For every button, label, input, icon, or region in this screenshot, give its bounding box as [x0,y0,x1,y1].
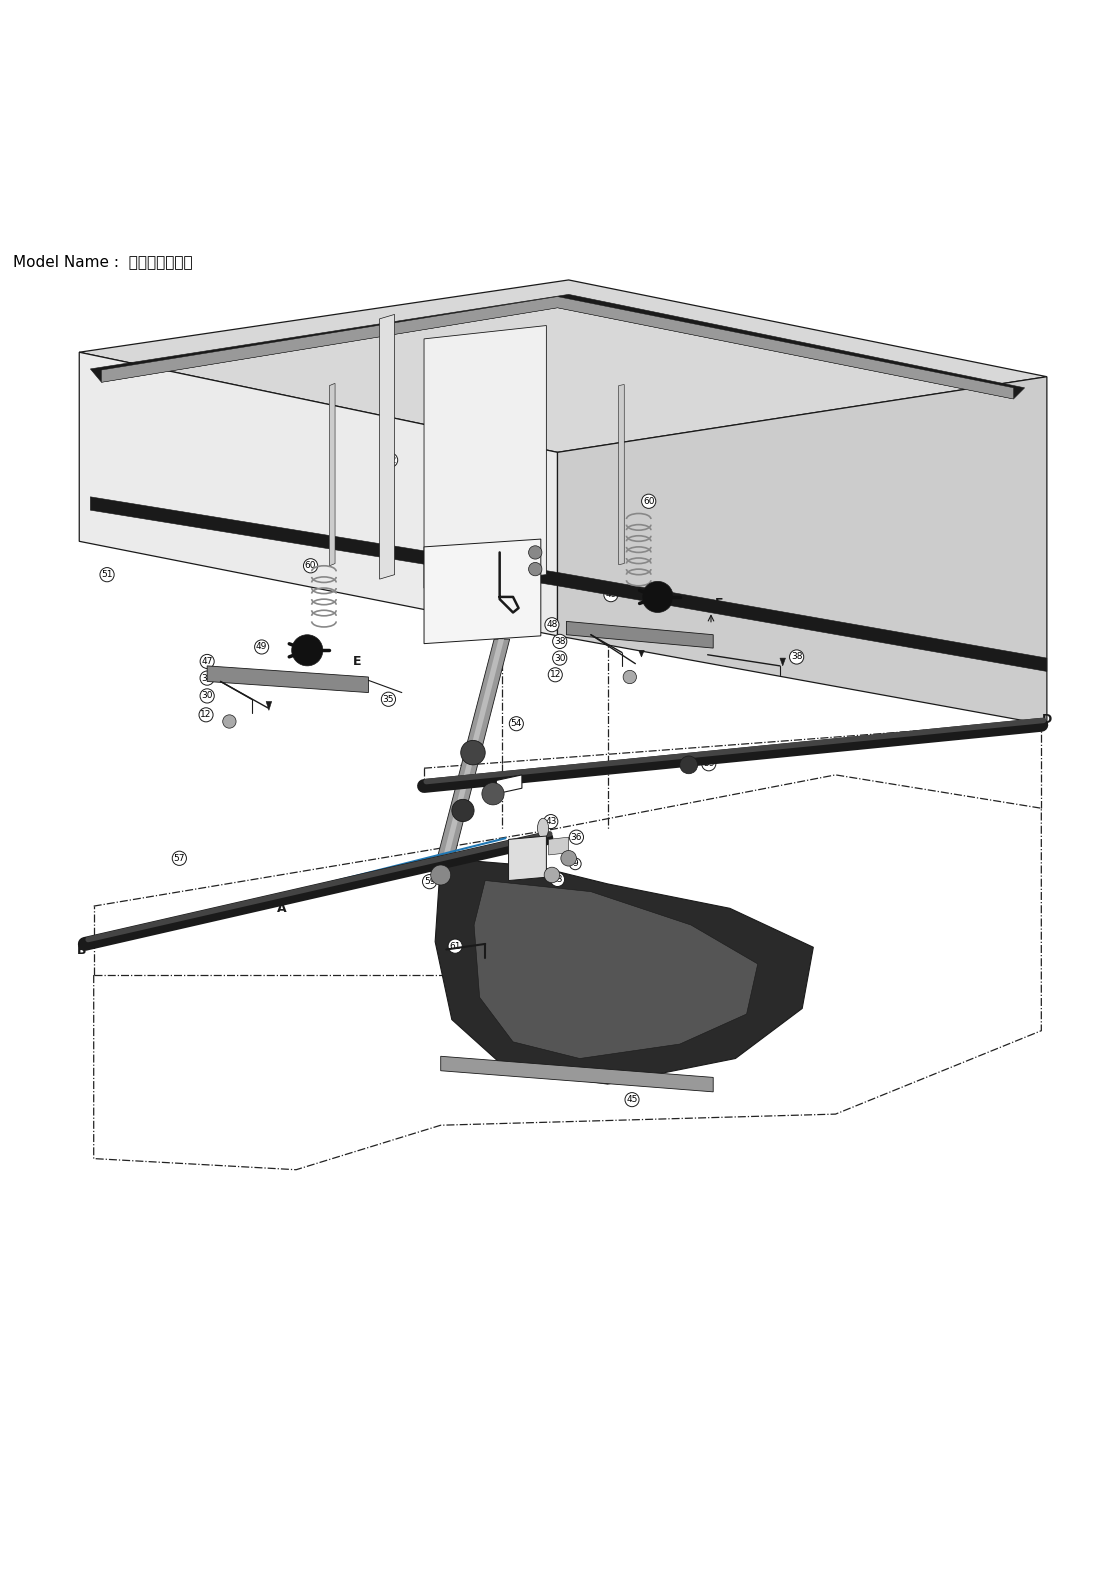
Text: 12: 12 [550,670,561,679]
Polygon shape [474,880,758,1058]
Polygon shape [266,701,272,711]
Polygon shape [566,621,714,648]
Polygon shape [79,280,1047,453]
Text: Model Name :  ヤマハバイブラ: Model Name : ヤマハバイブラ [12,255,192,269]
Text: F: F [715,597,723,610]
Text: 59: 59 [704,759,715,769]
Text: 44: 44 [522,849,533,857]
Circle shape [460,740,485,766]
Circle shape [561,850,576,866]
Text: 38: 38 [791,652,803,662]
Polygon shape [639,651,644,657]
Text: 33: 33 [552,876,563,883]
Text: 38: 38 [554,637,565,646]
Text: 51: 51 [101,571,113,578]
Text: 46: 46 [719,956,730,965]
Text: 60: 60 [304,561,317,571]
Circle shape [430,865,450,885]
Polygon shape [90,294,1025,399]
Polygon shape [435,858,813,1085]
Polygon shape [780,659,785,667]
Text: B: B [77,945,86,957]
Circle shape [223,715,236,728]
Circle shape [642,582,673,613]
Circle shape [452,799,474,822]
Text: 52: 52 [385,456,396,465]
Text: C: C [488,780,497,792]
Text: 60: 60 [643,497,655,506]
Polygon shape [549,838,569,855]
Text: 53: 53 [433,580,444,590]
Polygon shape [435,640,510,866]
Text: A: A [277,902,287,915]
Text: 49: 49 [605,590,617,599]
Circle shape [529,545,542,560]
Polygon shape [558,572,1047,671]
Text: D: D [1041,712,1053,726]
Polygon shape [424,325,546,588]
Text: 45: 45 [627,1096,638,1104]
Circle shape [680,756,698,773]
Text: 30: 30 [202,692,213,701]
Text: 48: 48 [546,621,558,629]
Text: 30: 30 [554,654,565,662]
Polygon shape [424,539,541,643]
Polygon shape [379,314,395,578]
Polygon shape [440,1056,714,1093]
Text: 47: 47 [202,657,213,667]
Circle shape [482,783,504,805]
Text: 43: 43 [545,817,556,827]
Circle shape [544,868,560,883]
Polygon shape [496,775,522,794]
Polygon shape [207,667,368,693]
Text: 35: 35 [382,695,395,704]
Polygon shape [101,297,1014,399]
Text: 59: 59 [424,877,435,887]
Polygon shape [619,385,624,564]
Text: 31: 31 [429,544,440,552]
Text: 61: 61 [449,942,460,951]
Circle shape [623,670,637,684]
Polygon shape [90,497,558,586]
Text: 49: 49 [256,643,268,651]
Text: 54: 54 [511,720,522,728]
Text: 36: 36 [571,833,582,841]
Ellipse shape [537,819,549,838]
Text: 38: 38 [202,674,213,682]
Text: E: E [353,656,361,668]
Polygon shape [558,377,1047,725]
Polygon shape [440,640,504,866]
Text: 12: 12 [201,711,212,720]
Text: 32: 32 [429,560,440,567]
Circle shape [292,635,323,667]
Polygon shape [508,836,546,880]
Polygon shape [79,352,558,635]
Text: 57: 57 [174,854,185,863]
Text: 9: 9 [572,860,579,868]
Circle shape [529,563,542,575]
Polygon shape [330,384,334,566]
